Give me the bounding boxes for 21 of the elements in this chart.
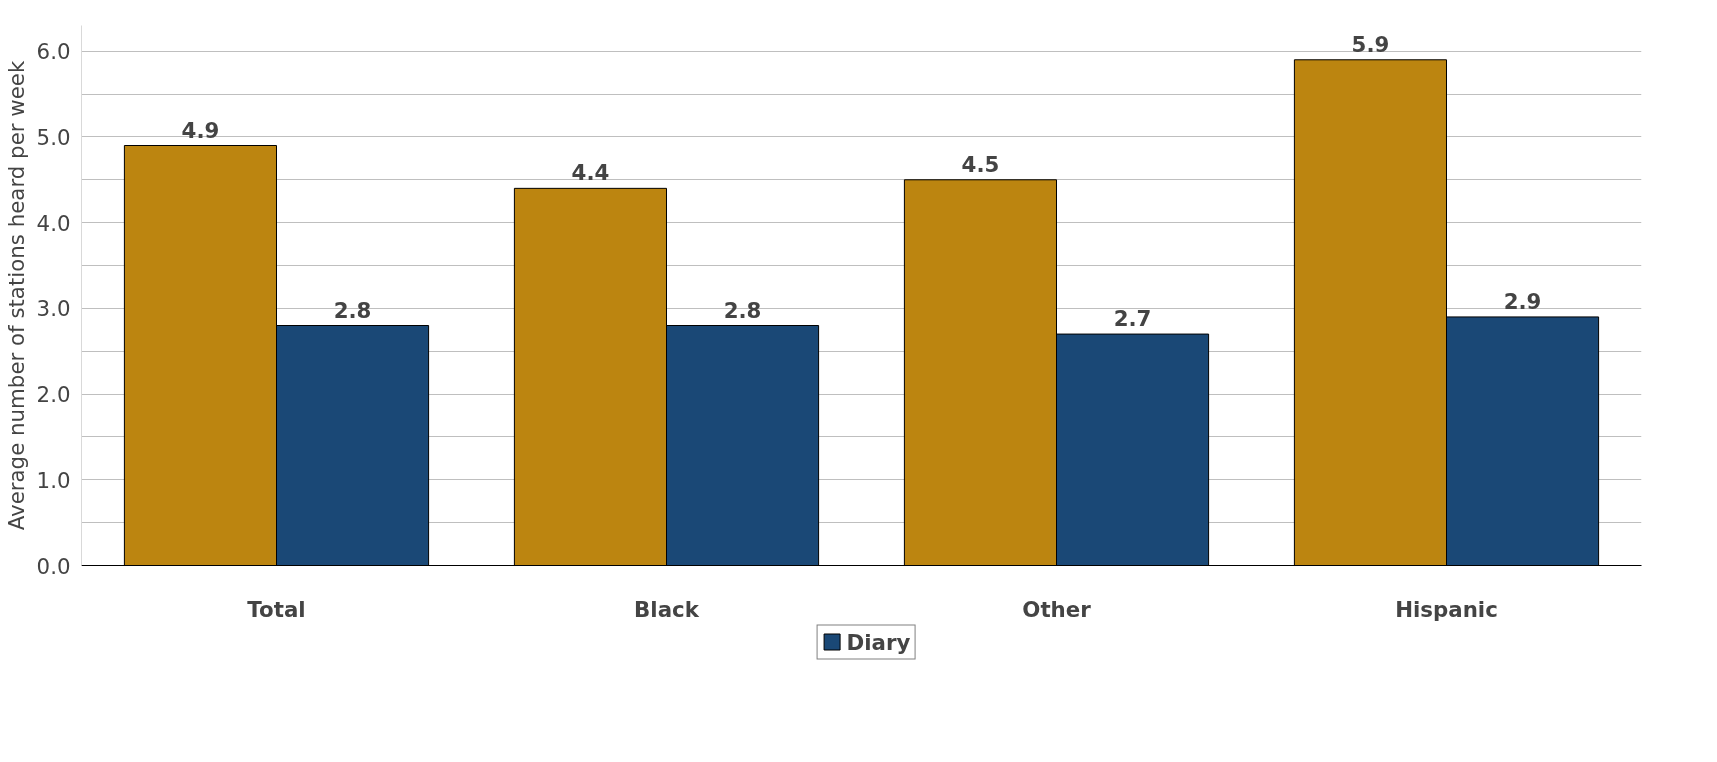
y-tick-label: 3.0 — [36, 296, 71, 322]
x-tick-label: Total — [247, 596, 306, 622]
y-axis-title: Average number of stations heard per week — [3, 60, 29, 531]
data-label: 5.9 — [1351, 31, 1390, 57]
x-tick-label: Hispanic — [1395, 596, 1498, 622]
x-tick-label: Black — [634, 596, 700, 622]
data-label: 2.8 — [723, 297, 762, 323]
y-tick-label: 6.0 — [36, 39, 71, 65]
y-tick-label: 5.0 — [36, 124, 71, 150]
data-label: 4.9 — [181, 117, 220, 143]
y-tick-label: 0.0 — [36, 553, 71, 579]
x-tick-label: Other — [1022, 596, 1092, 622]
data-label: 2.7 — [1113, 306, 1152, 332]
data-label: 4.5 — [961, 151, 1000, 177]
y-tick-label: 4.0 — [36, 210, 71, 236]
data-label: 4.4 — [571, 160, 610, 186]
y-tick-label: 1.0 — [36, 467, 71, 493]
data-label: 2.8 — [333, 297, 372, 323]
legend-label: Diary — [846, 629, 911, 654]
y-tick-label: 2.0 — [36, 382, 71, 408]
data-label: 2.9 — [1503, 288, 1542, 314]
